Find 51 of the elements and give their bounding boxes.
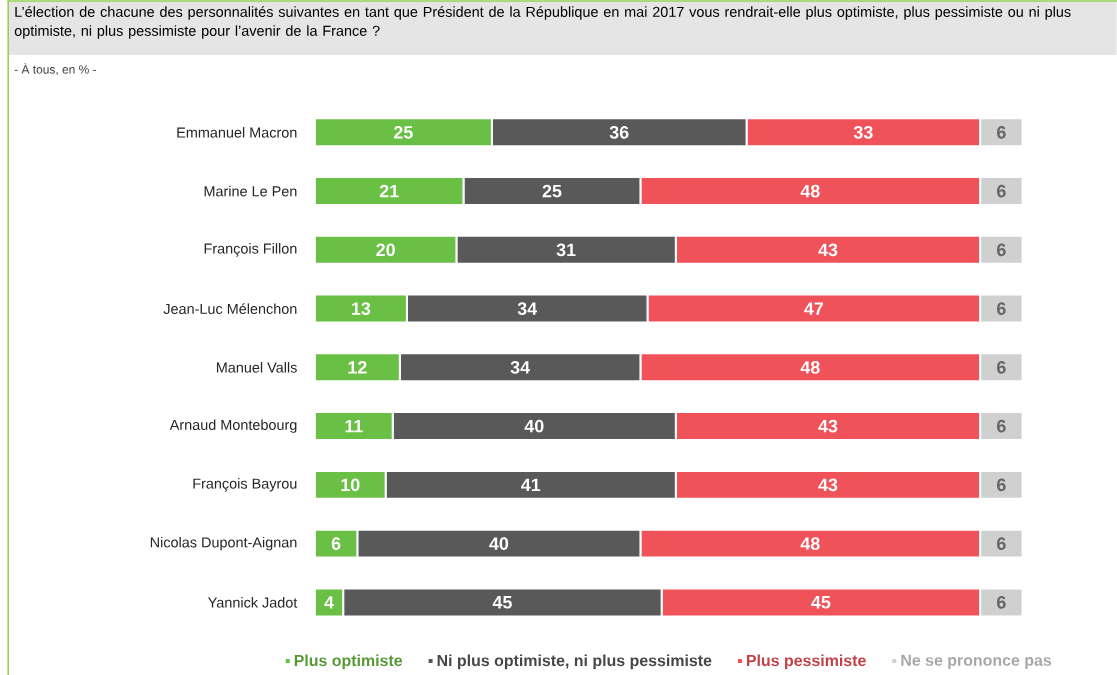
- y-tick-label: Yannick Jadot: [208, 597, 298, 608]
- data-label: 34: [510, 361, 530, 374]
- data-label: 13: [352, 302, 371, 315]
- data-label: 6: [997, 596, 1006, 609]
- data-label: 6: [997, 537, 1006, 550]
- data-label: 47: [804, 302, 823, 315]
- y-tick-label: François Bayrou: [193, 478, 297, 492]
- y-tick-label: Manuel Valls: [216, 362, 297, 373]
- y-tick-label: Arnaud Montebourg: [169, 419, 297, 433]
- data-label: 25: [394, 126, 413, 139]
- chart-title: L’élection de chacune des personnalités suivantes en tant que Président de la République en mai 2017 vous rendrait-elle plus optimiste, plus pessimiste ou ni plus optimiste, ni plus pessimiste pour l’avenir de la France ?: [14, 6, 1071, 39]
- data-label: 6: [997, 478, 1006, 492]
- data-label: 36: [609, 126, 629, 139]
- data-label: 6: [997, 126, 1006, 139]
- data-label: 48: [800, 537, 820, 550]
- data-label: 48: [800, 361, 820, 374]
- data-label: 6: [997, 243, 1006, 257]
- legend-label: Plus pessimiste: [746, 654, 866, 670]
- data-label: 33: [853, 126, 873, 139]
- data-label: 34: [517, 302, 538, 315]
- data-label: 6: [997, 184, 1006, 198]
- y-tick-label: Nicolas Dupont-Aignan: [150, 536, 297, 551]
- data-label: 45: [811, 596, 831, 609]
- text: - À tous, en % -: [14, 63, 97, 76]
- legend-label: Plus optimiste: [294, 654, 403, 670]
- data-label: 4: [324, 596, 334, 609]
- data-label: 6: [331, 537, 341, 550]
- data-label: 21: [379, 184, 399, 198]
- data-label: 45: [492, 596, 512, 609]
- data-label: 12: [348, 361, 367, 374]
- data-label: 43: [818, 419, 838, 433]
- legend-label: Ni plus optimiste, ni plus pessimiste: [437, 654, 712, 670]
- data-label: 31: [556, 243, 576, 257]
- y-tick-label: Marine Le Pen: [204, 185, 297, 197]
- y-tick-label: François Fillon: [204, 243, 297, 257]
- data-label: 40: [524, 419, 544, 433]
- data-label: 10: [341, 478, 360, 492]
- data-label: 48: [800, 184, 820, 198]
- data-label: 6: [997, 302, 1006, 315]
- data-label: 20: [376, 243, 395, 257]
- data-label: 40: [489, 537, 509, 550]
- data-label: 43: [818, 478, 838, 492]
- y-tick-label: Emmanuel Macron: [177, 127, 297, 138]
- legend-label: Ne se prononce pas: [901, 654, 1052, 670]
- data-label: 6: [997, 419, 1006, 433]
- data-label: 11: [345, 419, 363, 433]
- data-label: 6: [997, 361, 1006, 374]
- data-label: 25: [542, 184, 562, 198]
- data-label: 43: [818, 243, 838, 257]
- data-label: 41: [521, 478, 541, 492]
- y-tick-label: Jean-Luc Mélenchon: [163, 303, 297, 315]
